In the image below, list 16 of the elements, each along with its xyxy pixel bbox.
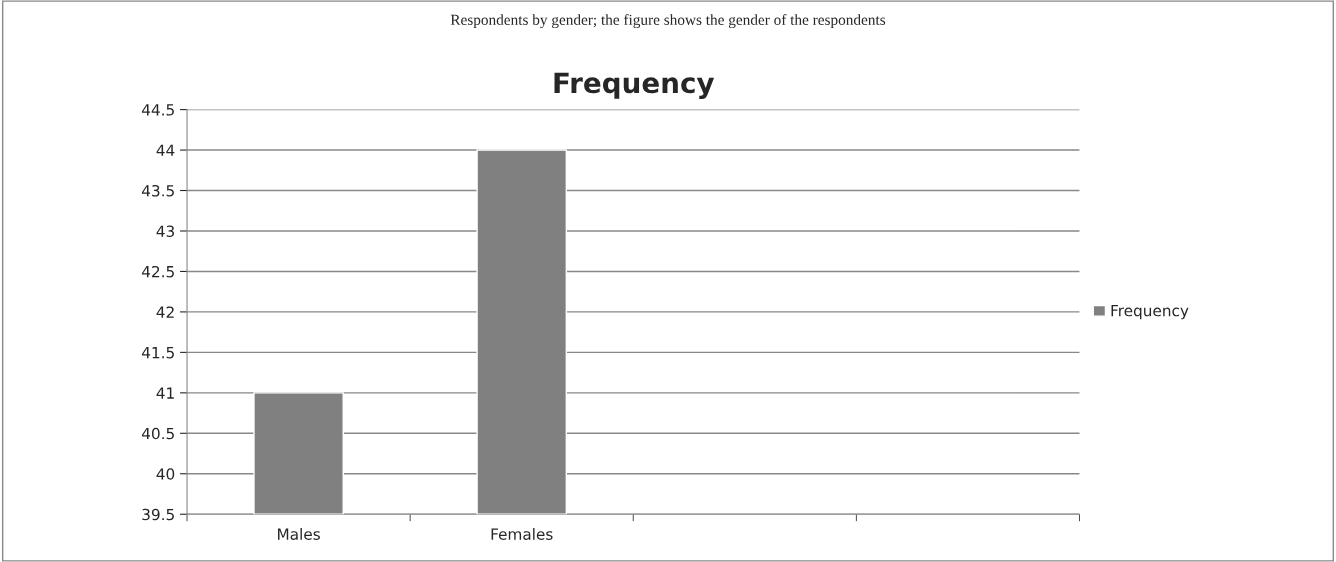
y-tick-label: 44.5 [141, 104, 174, 116]
x-tick-label: Males [278, 528, 320, 540]
y-tick-label: 44 [156, 144, 175, 156]
y-tick-label: 42.5 [141, 265, 174, 278]
y-tick-label: 43 [156, 225, 175, 237]
y-tick-label: 40 [156, 468, 175, 480]
text: Respondents by gender; the figure shows the gender of the respondents [450, 14, 886, 29]
y-tick-label: 39.5 [142, 508, 174, 521]
x-tick-label: Females [491, 528, 553, 540]
legend-label: Frequency [1111, 304, 1189, 320]
y-tick-label: 43.5 [141, 184, 174, 197]
chart-title: Frequency [554, 72, 715, 99]
y-tick-label: 40.5 [141, 427, 174, 440]
y-tick-label: 42 [156, 306, 174, 318]
y-tick-label: 41 [156, 387, 174, 399]
y-tick-label: 41.5 [141, 347, 174, 359]
